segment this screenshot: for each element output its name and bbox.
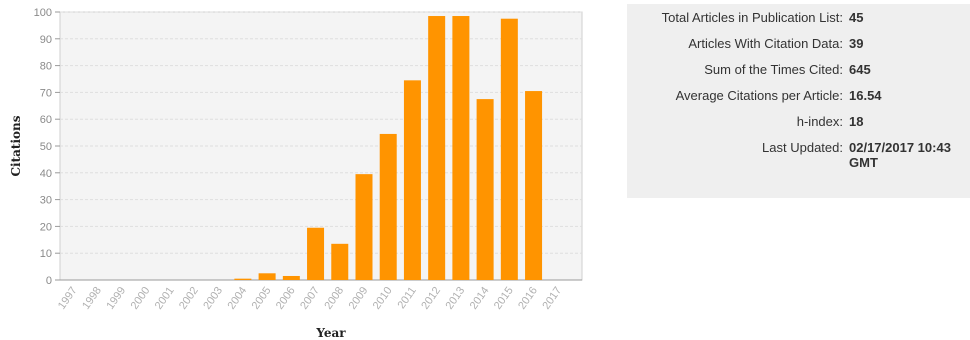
- stat-label: Articles With Citation Data:: [688, 36, 843, 51]
- stat-value: 39: [849, 36, 864, 51]
- stat-average-citations: Average Citations per Article: 16.54: [627, 88, 970, 103]
- bar-2011[interactable]: [403, 80, 421, 280]
- x-tick-label: 2010: [371, 285, 395, 312]
- y-tick-label: 0: [46, 275, 52, 287]
- bar-2012[interactable]: [428, 16, 446, 281]
- bar-2007[interactable]: [307, 227, 325, 280]
- stat-value: 645: [849, 62, 871, 77]
- x-tick-label: 2016: [516, 285, 540, 312]
- bar-2006[interactable]: [282, 275, 300, 280]
- x-tick-label: 2014: [468, 285, 492, 312]
- x-tick-label: 2013: [443, 285, 467, 312]
- y-tick-label: 40: [40, 168, 52, 180]
- x-tick-label: 1999: [104, 285, 128, 312]
- stat-sum-times-cited: Sum of the Times Cited: 645: [627, 62, 970, 77]
- x-tick-label: 1997: [56, 285, 80, 312]
- y-tick-label: 30: [40, 195, 52, 207]
- bar-2008[interactable]: [331, 243, 349, 280]
- x-tick-label: 2003: [201, 285, 225, 312]
- bar-2005[interactable]: [258, 273, 276, 280]
- y-tick-label: 20: [40, 221, 52, 233]
- x-tick-label: 2009: [347, 285, 371, 312]
- x-tick-label: 2004: [225, 285, 249, 312]
- x-tick-label: 2012: [419, 285, 443, 312]
- bar-2014[interactable]: [476, 99, 494, 280]
- x-tick-label: 2008: [322, 285, 346, 312]
- stat-label: h-index:: [796, 114, 843, 129]
- stat-value: 45: [849, 10, 864, 25]
- bar-2013[interactable]: [452, 16, 470, 281]
- citation-stats-panel: Total Articles in Publication List: 45 A…: [627, 4, 970, 198]
- x-tick-label: 2011: [395, 285, 418, 311]
- stat-h-index: h-index: 18: [627, 114, 970, 129]
- stat-last-updated: Last Updated: 02/17/2017 10:43 GMT: [627, 140, 970, 170]
- stat-label: Last Updated:: [762, 140, 843, 155]
- bar-2004[interactable]: [234, 278, 252, 280]
- x-axis-ticks: 1997 1998 1999 2000 2001 2002 2003 2004 2005 2006…: [56, 285, 564, 312]
- x-tick-label: 2002: [177, 285, 201, 312]
- y-tick-label: 100: [34, 7, 52, 19]
- stat-value: 02/17/2017 10:43 GMT: [849, 140, 951, 170]
- y-tick-label: 90: [40, 34, 52, 46]
- bar-2009[interactable]: [355, 174, 373, 280]
- bar-2015[interactable]: [500, 18, 518, 280]
- y-tick-label: 10: [40, 248, 52, 260]
- x-tick-label: 2015: [492, 285, 516, 312]
- x-tick-label: 2001: [153, 285, 177, 312]
- y-tick-label: 80: [40, 61, 52, 73]
- stat-value: 16.54: [849, 88, 882, 103]
- bar-2016[interactable]: [525, 91, 543, 280]
- stat-label: Average Citations per Article:: [675, 88, 843, 103]
- x-tick-label: 2000: [129, 285, 153, 312]
- y-axis-ticks: 0 10 20 30 40 50 60 70 80 90 100: [34, 7, 60, 287]
- stat-total-articles: Total Articles in Publication List: 45: [627, 10, 970, 25]
- stat-articles-with-citation-data: Articles With Citation Data: 39: [627, 36, 970, 51]
- x-tick-label: 2007: [298, 285, 322, 312]
- y-tick-label: 60: [40, 114, 52, 126]
- bar-2010[interactable]: [379, 133, 397, 280]
- y-tick-label: 70: [40, 87, 52, 99]
- stat-value: 18: [849, 114, 864, 129]
- x-tick-label: 2006: [274, 285, 298, 312]
- x-tick-label: 2017: [540, 285, 564, 312]
- stat-label: Total Articles in Publication List:: [661, 10, 843, 25]
- y-tick-label: 50: [40, 141, 52, 153]
- x-tick-label: 2005: [250, 285, 274, 312]
- x-tick-label: 1998: [80, 285, 104, 312]
- stat-label: Sum of the Times Cited:: [704, 62, 843, 77]
- x-axis-title: Year: [315, 326, 346, 340]
- grid-lines: [60, 11, 582, 281]
- bars: [234, 16, 543, 281]
- y-axis-title: Citations: [9, 115, 23, 176]
